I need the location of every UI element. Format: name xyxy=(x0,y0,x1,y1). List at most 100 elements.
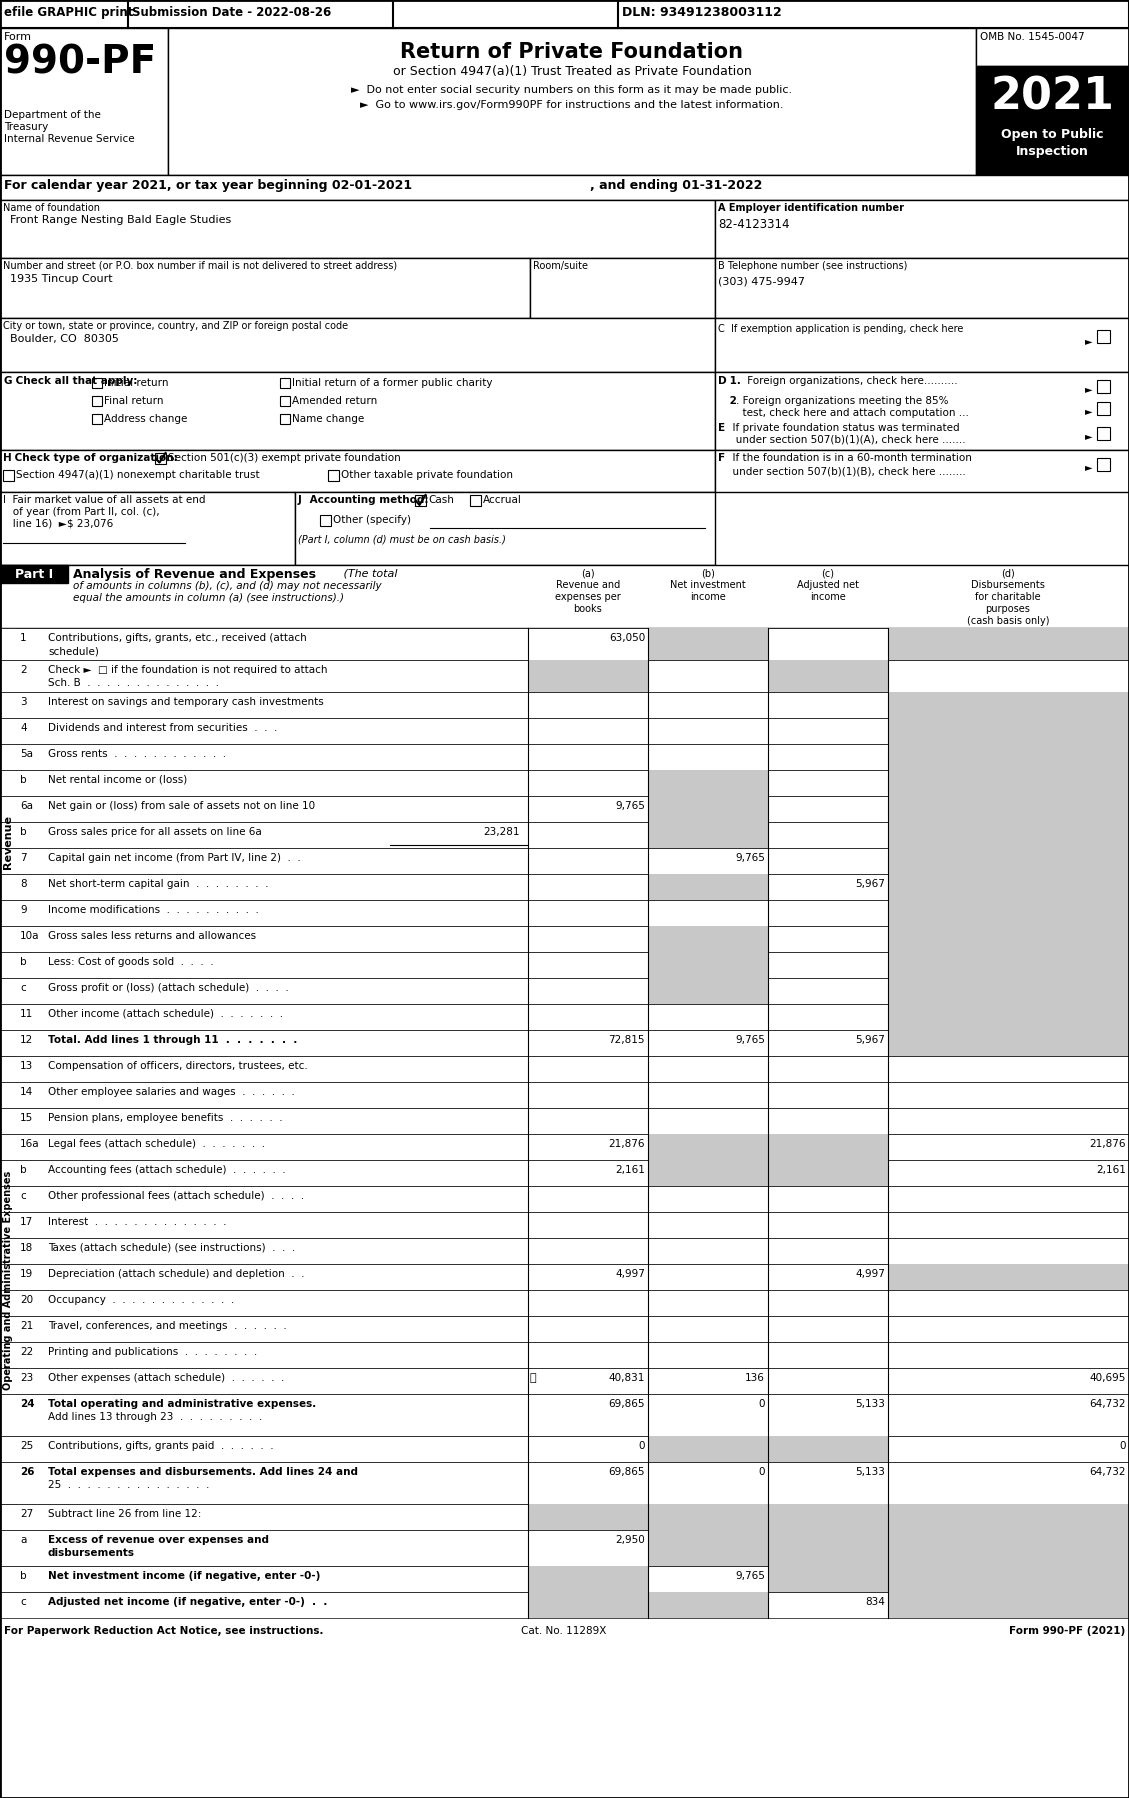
Text: 10a: 10a xyxy=(20,931,40,940)
Bar xyxy=(0,174,1129,200)
Bar xyxy=(0,200,715,257)
Text: (303) 475-9947: (303) 475-9947 xyxy=(718,277,805,286)
Text: income: income xyxy=(690,592,726,602)
Text: 40,831: 40,831 xyxy=(609,1374,645,1383)
Bar xyxy=(715,257,1129,318)
Text: Net investment income (if negative, enter -0-): Net investment income (if negative, ente… xyxy=(49,1571,321,1580)
Text: 0: 0 xyxy=(759,1467,765,1476)
Bar xyxy=(0,1530,1129,1566)
Text: 2,950: 2,950 xyxy=(615,1535,645,1544)
Bar xyxy=(648,978,768,1003)
Text: Address change: Address change xyxy=(104,414,187,424)
Bar xyxy=(1097,331,1110,343)
Bar xyxy=(648,951,768,978)
Bar xyxy=(528,1566,648,1591)
Bar xyxy=(0,1239,1129,1264)
Bar xyxy=(329,469,339,482)
Text: $ 23,076: $ 23,076 xyxy=(67,520,113,529)
Text: income: income xyxy=(811,592,846,602)
Bar xyxy=(0,1030,1129,1055)
Bar xyxy=(889,849,1129,874)
Text: line 16)  ►: line 16) ► xyxy=(3,520,67,529)
Bar xyxy=(889,978,1129,1003)
Text: If private foundation status was terminated: If private foundation status was termina… xyxy=(726,423,960,433)
Text: 15: 15 xyxy=(20,1113,33,1124)
Bar xyxy=(0,1055,16,1503)
Bar xyxy=(648,628,768,660)
Text: 14: 14 xyxy=(20,1088,33,1097)
Bar xyxy=(889,744,1129,770)
Text: 2021: 2021 xyxy=(990,76,1114,119)
Text: 69,865: 69,865 xyxy=(609,1467,645,1476)
Text: Printing and publications  .  .  .  .  .  .  .  .: Printing and publications . . . . . . . … xyxy=(49,1347,257,1357)
Bar xyxy=(975,67,1129,174)
Bar xyxy=(91,396,102,406)
Bar xyxy=(648,1437,768,1462)
Text: Analysis of Revenue and Expenses: Analysis of Revenue and Expenses xyxy=(73,568,316,581)
Text: Net gain or (loss) from sale of assets not on line 10: Net gain or (loss) from sale of assets n… xyxy=(49,800,315,811)
Text: books: books xyxy=(574,604,603,613)
Bar xyxy=(470,494,481,505)
Text: Check type of organization:: Check type of organization: xyxy=(11,453,177,464)
Text: Other income (attach schedule)  .  .  .  .  .  .  .: Other income (attach schedule) . . . . .… xyxy=(49,1009,283,1019)
Bar xyxy=(0,1055,1129,1082)
Bar xyxy=(0,0,1129,29)
Bar xyxy=(0,849,1129,874)
Bar xyxy=(280,414,290,424)
Text: b: b xyxy=(20,1571,27,1580)
Text: Other expenses (attach schedule)  .  .  .  .  .  .: Other expenses (attach schedule) . . . .… xyxy=(49,1374,285,1383)
Text: Interest  .  .  .  .  .  .  .  .  .  .  .  .  .  .: Interest . . . . . . . . . . . . . . xyxy=(49,1217,227,1226)
Text: Other (specify): Other (specify) xyxy=(333,514,411,525)
Text: efile GRAPHIC print: efile GRAPHIC print xyxy=(5,5,133,20)
Text: 23,281: 23,281 xyxy=(483,827,520,838)
Text: Disbursements: Disbursements xyxy=(971,581,1045,590)
Bar xyxy=(768,1530,889,1566)
Text: b: b xyxy=(20,1165,27,1176)
Text: Add lines 13 through 23  .  .  .  .  .  .  .  .  .: Add lines 13 through 23 . . . . . . . . … xyxy=(49,1411,262,1422)
Bar xyxy=(1097,379,1110,394)
Bar xyxy=(0,1462,1129,1503)
Text: B Telephone number (see instructions): B Telephone number (see instructions) xyxy=(718,261,908,271)
Text: 4,997: 4,997 xyxy=(615,1269,645,1278)
Bar xyxy=(1097,403,1110,415)
Bar xyxy=(0,951,1129,978)
Text: of year (from Part II, col. (c),: of year (from Part II, col. (c), xyxy=(3,507,159,518)
Text: 13: 13 xyxy=(20,1061,33,1072)
Text: 1935 Tincup Court: 1935 Tincup Court xyxy=(10,273,113,284)
Bar xyxy=(528,1591,648,1618)
Bar xyxy=(0,901,1129,926)
Bar xyxy=(0,1082,1129,1108)
Text: Name change: Name change xyxy=(292,414,365,424)
Text: 63,050: 63,050 xyxy=(609,633,645,644)
Text: or Section 4947(a)(1) Trust Treated as Private Foundation: or Section 4947(a)(1) Trust Treated as P… xyxy=(393,65,752,77)
Bar xyxy=(0,1393,1129,1437)
Bar xyxy=(648,1503,768,1530)
Text: Section 4947(a)(1) nonexempt charitable trust: Section 4947(a)(1) nonexempt charitable … xyxy=(16,469,260,480)
Text: If the foundation is in a 60-month termination: If the foundation is in a 60-month termi… xyxy=(726,453,972,464)
Text: (The total: (The total xyxy=(340,568,397,577)
Text: test, check here and attach computation ...: test, check here and attach computation … xyxy=(736,408,969,417)
Text: Foreign organizations, check here..........: Foreign organizations, check here.......… xyxy=(744,376,957,387)
Bar xyxy=(648,1530,768,1566)
Text: 2: 2 xyxy=(20,665,27,674)
Text: A Employer identification number: A Employer identification number xyxy=(718,203,904,212)
Text: Final return: Final return xyxy=(104,396,164,406)
Bar xyxy=(0,660,1129,692)
Text: Other professional fees (attach schedule)  .  .  .  .: Other professional fees (attach schedule… xyxy=(49,1190,304,1201)
Bar xyxy=(768,1437,889,1462)
Text: Cat. No. 11289X: Cat. No. 11289X xyxy=(522,1625,606,1636)
Text: (a): (a) xyxy=(581,568,595,577)
Text: Amended return: Amended return xyxy=(292,396,377,406)
Text: 7: 7 xyxy=(20,852,27,863)
Text: J: J xyxy=(298,494,301,505)
Text: Net short-term capital gain  .  .  .  .  .  .  .  .: Net short-term capital gain . . . . . . … xyxy=(49,879,269,888)
Text: 19: 19 xyxy=(20,1269,33,1278)
Text: 40,695: 40,695 xyxy=(1089,1374,1126,1383)
Text: Inspection: Inspection xyxy=(1016,146,1088,158)
Text: 5,133: 5,133 xyxy=(855,1467,885,1476)
Bar xyxy=(0,822,1129,849)
Text: 1: 1 xyxy=(20,633,27,644)
Text: Compensation of officers, directors, trustees, etc.: Compensation of officers, directors, tru… xyxy=(49,1061,308,1072)
Text: . Foreign organizations meeting the 85%: . Foreign organizations meeting the 85% xyxy=(736,396,948,406)
Text: ►: ► xyxy=(1085,462,1093,473)
